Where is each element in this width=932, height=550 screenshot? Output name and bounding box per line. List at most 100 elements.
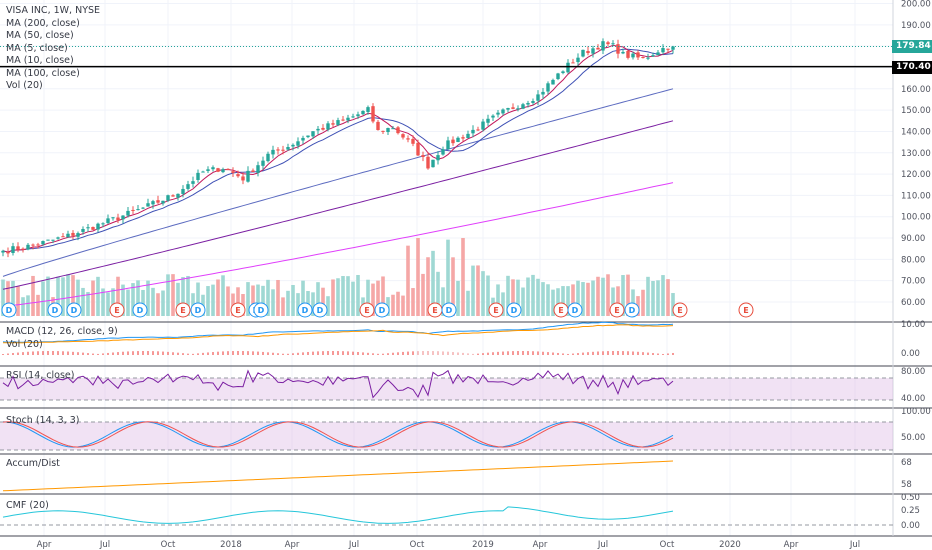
- event-marker-label: D: [317, 306, 324, 315]
- volume-bar: [616, 286, 620, 316]
- volume-bar: [266, 279, 270, 316]
- ma100-line: [2, 120, 674, 290]
- volume-bar: [116, 276, 120, 316]
- volume-bar: [496, 284, 500, 316]
- volume-bar: [316, 282, 320, 316]
- candle-body: [491, 115, 495, 118]
- macd-histogram-bar: [652, 353, 654, 355]
- candle-body: [591, 48, 595, 54]
- macd-histogram-bar: [507, 351, 509, 355]
- volume-bar: [411, 288, 415, 316]
- candle-body: [556, 73, 560, 80]
- hline-price-badge: 170.40: [892, 61, 932, 74]
- volume-bar: [501, 292, 505, 316]
- macd-histogram-bar: [477, 353, 479, 355]
- macd-histogram-bar: [542, 351, 544, 355]
- dividend-marker: [1, 302, 17, 318]
- legend-vol: Vol (20): [6, 80, 43, 91]
- macd-histogram-bar: [452, 352, 454, 355]
- pane-tick-label: 0.00: [901, 349, 920, 359]
- candle-body: [126, 210, 130, 216]
- volume-bar: [391, 294, 395, 316]
- volume-bar: [511, 279, 515, 316]
- volume-bar: [646, 276, 650, 316]
- macd-histogram-bar: [612, 351, 614, 355]
- time-axis: Apr Jul Oct 2018 Apr Jul Oct 2019 Apr Jul Oct 2020 A…: [37, 540, 860, 550]
- volume-bar: [96, 276, 100, 316]
- event-marker-label: D: [629, 306, 636, 315]
- volume-bar: [341, 276, 345, 316]
- price-tick-label: 190.00: [901, 21, 931, 31]
- price-tick-label: 130.00: [901, 149, 931, 159]
- event-marker-label: E: [493, 306, 498, 315]
- legend-ma5: MA (5, close): [6, 42, 68, 54]
- macd-histogram-bar: [532, 351, 534, 355]
- candle-body: [86, 227, 90, 229]
- candle-body: [456, 137, 460, 143]
- macd-histogram-bar: [487, 352, 489, 355]
- candle-body: [186, 184, 190, 189]
- candle-body: [576, 57, 580, 63]
- candle-body: [586, 51, 590, 54]
- volume-bar: [221, 275, 225, 316]
- dividend-marker: [47, 302, 63, 318]
- candle-body: [641, 57, 645, 59]
- volume-bar: [376, 280, 380, 316]
- volume-bar: [311, 292, 315, 316]
- macd-histogram-bar: [2, 354, 4, 355]
- macd-histogram-bar: [312, 351, 314, 355]
- macd-histogram-bar: [377, 353, 379, 355]
- earnings-marker: [738, 302, 754, 318]
- volume-bar: [536, 278, 540, 316]
- candle-body: [191, 181, 195, 184]
- time-tick-label: Apr: [37, 540, 52, 550]
- volume-bar: [471, 265, 475, 316]
- time-tick-label: Apr: [784, 540, 799, 550]
- signal-line: [3, 324, 674, 344]
- macd-histogram-bar: [97, 353, 99, 355]
- macd-histogram-bar: [62, 351, 64, 355]
- candle-body: [281, 149, 285, 151]
- volume-bar: [121, 284, 125, 316]
- event-marker-label: E: [558, 306, 563, 315]
- volume-bar: [156, 293, 160, 316]
- macd-histogram-bar: [587, 352, 589, 355]
- candle-body: [141, 207, 145, 209]
- candle-body: [511, 107, 515, 109]
- volume-bar: [381, 276, 385, 316]
- macd-histogram-bar: [67, 351, 69, 355]
- candle-body: [466, 133, 470, 139]
- volume-bar: [531, 274, 535, 316]
- candle-body: [341, 119, 345, 121]
- pane-tick-label: 50.00: [901, 433, 925, 443]
- macd-histogram-bar: [157, 351, 159, 355]
- candle-body: [506, 108, 510, 110]
- candle-body: [256, 165, 260, 173]
- candle-body: [326, 123, 330, 130]
- macd-histogram-bar: [622, 351, 624, 355]
- macd-histogram-bar: [667, 353, 669, 355]
- volume-bar: [256, 284, 260, 316]
- pane-tick-label: 58: [901, 480, 912, 490]
- earnings-marker: [109, 302, 125, 318]
- macd-histogram-bar: [307, 351, 309, 355]
- volume-bar: [246, 282, 250, 316]
- candle-body: [51, 239, 55, 241]
- candle-body: [251, 170, 255, 172]
- macd-histogram-bar: [242, 351, 244, 355]
- price-tick-label: 110.00: [901, 191, 931, 201]
- dividend-marker: [253, 302, 269, 318]
- candle-body: [331, 123, 335, 125]
- dividend-marker: [132, 302, 148, 318]
- volume-bar: [61, 277, 65, 316]
- dividend-marker: [567, 302, 583, 318]
- macd-vol-label: Vol (20): [6, 339, 43, 350]
- macd-histogram-bar: [107, 352, 109, 355]
- candle-body: [96, 223, 100, 230]
- legend-symbol: VISA INC, 1W, NYSE: [6, 5, 101, 16]
- macd-histogram-bar: [47, 351, 49, 355]
- event-marker-label: E: [677, 306, 682, 315]
- event-marker-label: E: [432, 306, 437, 315]
- volume-bar: [581, 282, 585, 316]
- candle-body: [21, 248, 25, 250]
